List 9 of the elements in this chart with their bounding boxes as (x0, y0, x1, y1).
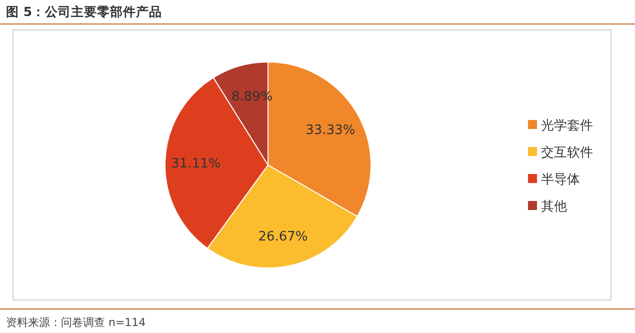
chart-title: 图 5：公司主要零部件产品 (6, 4, 162, 19)
legend-label: 半导体 (541, 172, 580, 188)
legend-label: 其他 (541, 200, 567, 214)
legend-label: 光学套件 (541, 118, 593, 134)
data-label: 26.67% (258, 230, 308, 245)
text: 资料来源：问卷调查 n=114 (6, 316, 146, 329)
data-label: 33.33% (306, 122, 356, 138)
legend-label: 交互软件 (541, 144, 593, 160)
data-label: 31.11% (171, 156, 221, 172)
